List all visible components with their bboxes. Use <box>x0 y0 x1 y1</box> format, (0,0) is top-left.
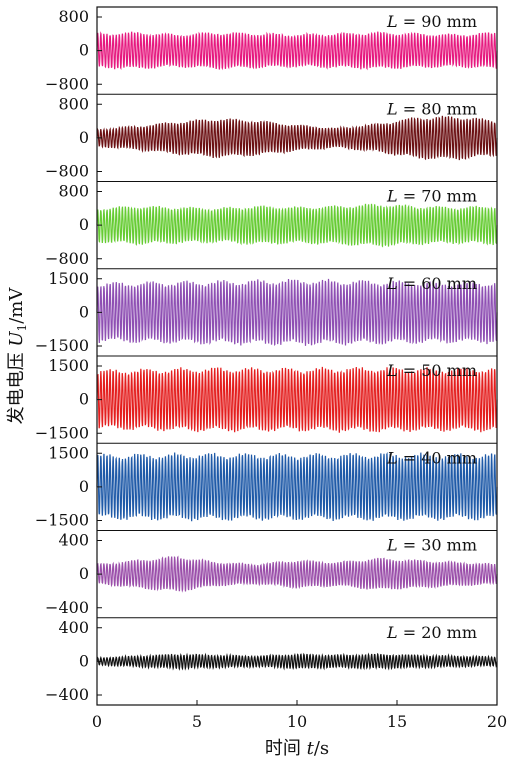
series-line-4 <box>96 278 498 347</box>
series-line-8 <box>96 652 498 671</box>
y-axis-title: 发电电压 U1/mV <box>6 287 29 425</box>
y-tick-label: 800 <box>58 94 89 113</box>
y-tick-label: 1500 <box>48 269 89 288</box>
y-tick-label: −400 <box>45 685 89 704</box>
panel-label: L = 80 mm <box>386 99 477 118</box>
y-tick-label: −800 <box>45 74 89 93</box>
y-tick-label: 400 <box>58 531 89 550</box>
y-tick-label: 0 <box>79 564 89 583</box>
series-line-7 <box>96 555 498 593</box>
y-tick-label: 0 <box>79 41 89 60</box>
y-tick-label: −400 <box>45 598 89 617</box>
panel-label: L = 50 mm <box>386 361 477 380</box>
series-line-3 <box>96 203 498 248</box>
y-tick-label: 0 <box>79 390 89 409</box>
x-axis-title: 时间 t/s <box>265 738 329 759</box>
panel-label: L = 40 mm <box>386 448 477 467</box>
y-tick-label: −1500 <box>35 423 89 442</box>
y-tick-label: 1500 <box>48 443 89 462</box>
y-tick-label: −1500 <box>35 511 89 530</box>
panel-label: L = 20 mm <box>386 623 477 642</box>
y-tick-label: −800 <box>45 249 89 268</box>
panel-label: L = 70 mm <box>386 187 477 206</box>
x-tick-label: 0 <box>92 712 102 731</box>
panel-label: L = 90 mm <box>386 12 477 31</box>
x-tick-label: 15 <box>387 712 407 731</box>
series-line-6 <box>96 451 498 522</box>
y-tick-label: 0 <box>79 128 89 147</box>
x-tick-label: 10 <box>287 712 307 731</box>
y-tick-label: −800 <box>45 162 89 181</box>
y-tick-label: 0 <box>79 651 89 670</box>
y-tick-label: 0 <box>79 302 89 321</box>
y-tick-label: 800 <box>58 182 89 201</box>
panel-label: L = 60 mm <box>386 274 477 293</box>
chart-axes: 800 0 −800 L = 90 mm 800 0 −800 L = 80 mm 800 0 −8… <box>35 6 507 731</box>
y-tick-label: 0 <box>79 215 89 234</box>
y-tick-label: −1500 <box>35 336 89 355</box>
x-tick-label: 20 <box>487 712 507 731</box>
series-line-2 <box>96 115 498 161</box>
y-tick-label: 400 <box>58 618 89 637</box>
y-tick-label: 800 <box>58 7 89 26</box>
x-tick-label: 5 <box>192 712 202 731</box>
series-line-1 <box>96 31 498 71</box>
y-tick-label: 1500 <box>48 356 89 375</box>
panel-label: L = 30 mm <box>386 536 477 555</box>
y-tick-label: 0 <box>79 477 89 496</box>
series-line-5 <box>96 366 498 433</box>
chart-panels <box>96 31 498 671</box>
